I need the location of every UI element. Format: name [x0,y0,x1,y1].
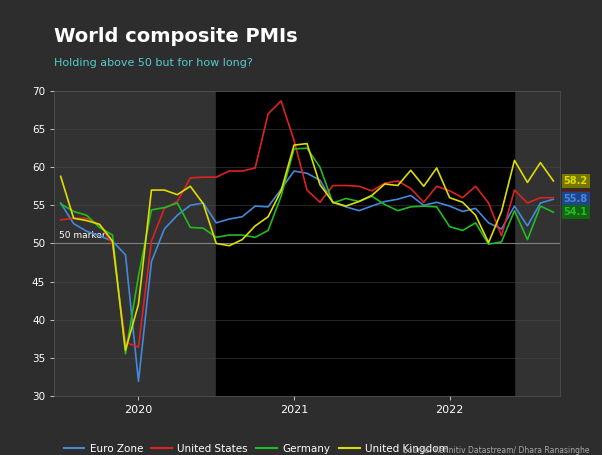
Bar [515,91,560,396]
Text: 58.2: 58.2 [563,176,588,186]
Text: 55.8: 55.8 [563,194,588,204]
Text: Source: Refinitiv Datastream/ Dhara Ranasinghe: Source: Refinitiv Datastream/ Dhara Rana… [403,446,590,455]
Text: World composite PMIs: World composite PMIs [54,26,298,46]
Text: 54.1: 54.1 [563,207,588,217]
Text: 56.0: 56.0 [563,193,588,202]
Legend: Euro Zone, United States, Germany, United Kingdom: Euro Zone, United States, Germany, Unite… [60,440,453,455]
Bar [54,91,216,396]
Text: 50 marker: 50 marker [59,232,106,240]
Bar [216,91,515,396]
Text: Holding above 50 but for how long?: Holding above 50 but for how long? [54,58,253,68]
